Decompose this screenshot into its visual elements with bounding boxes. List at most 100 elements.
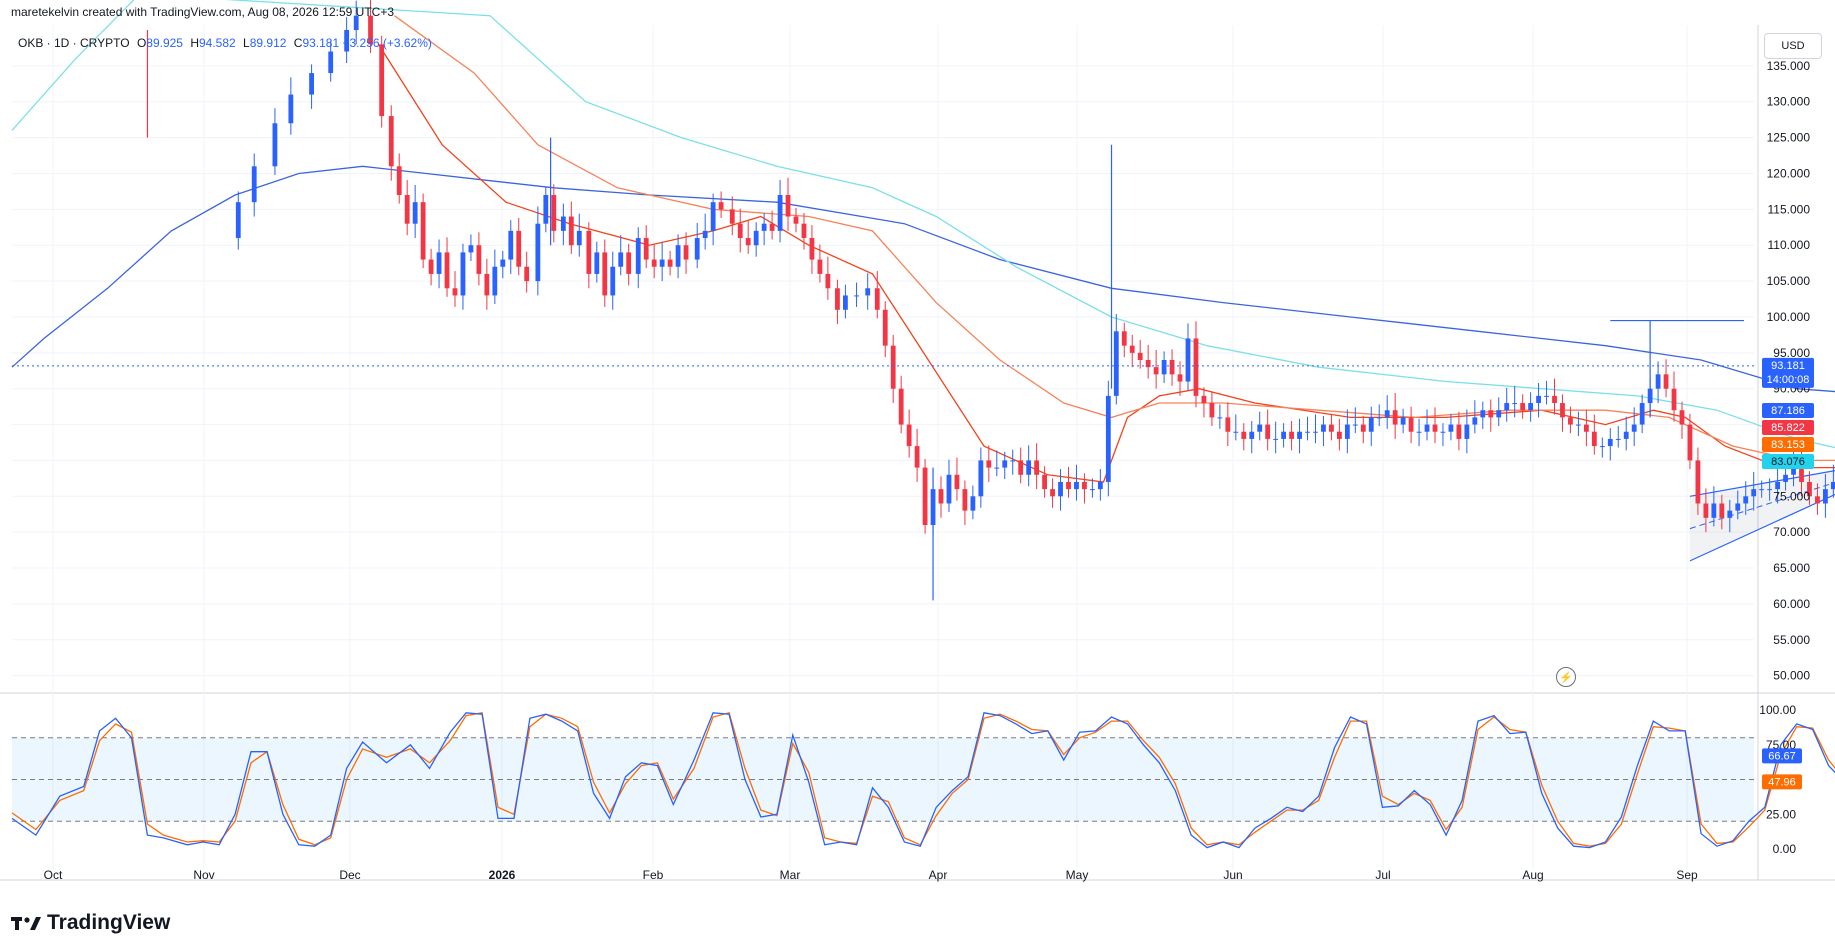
candle-body bbox=[1560, 403, 1565, 418]
candle-body bbox=[1456, 424, 1462, 439]
candle-body bbox=[344, 30, 350, 52]
candle-body bbox=[1759, 489, 1765, 491]
candle-body bbox=[1695, 460, 1701, 504]
candle-body bbox=[476, 245, 482, 274]
candle-body bbox=[1193, 338, 1199, 396]
stochastic-badge bbox=[1762, 748, 1802, 764]
candle-body bbox=[1281, 431, 1287, 439]
candle-body bbox=[1552, 395, 1557, 404]
candle-body bbox=[1050, 489, 1055, 497]
candle-body bbox=[1615, 438, 1621, 440]
candle-body bbox=[1599, 446, 1605, 448]
candle-body bbox=[1711, 503, 1717, 518]
candles bbox=[146, 0, 1835, 601]
ma-badge bbox=[1762, 403, 1814, 418]
candle-body bbox=[745, 238, 751, 246]
candle-body bbox=[1607, 438, 1613, 447]
ma-badge bbox=[1762, 437, 1814, 452]
candle-body bbox=[1536, 395, 1541, 404]
stochastic-badge bbox=[1762, 774, 1802, 790]
candle-body bbox=[1496, 410, 1502, 418]
candle-body bbox=[1217, 417, 1223, 419]
candle-body bbox=[1305, 431, 1310, 433]
candle-body bbox=[1241, 431, 1247, 439]
price-tick-label: 70.000 bbox=[1773, 525, 1810, 539]
price-tick-label: 130.000 bbox=[1767, 95, 1811, 109]
candle-body bbox=[1583, 424, 1589, 432]
candle-body bbox=[809, 238, 815, 260]
candle-body bbox=[1177, 374, 1183, 382]
open-label: O bbox=[136, 36, 147, 50]
candle-body bbox=[1655, 374, 1661, 389]
high-label: H bbox=[190, 36, 199, 50]
candle-body bbox=[1209, 403, 1215, 418]
candle-body bbox=[1329, 424, 1334, 432]
candle-body bbox=[753, 230, 759, 246]
candle-body bbox=[729, 209, 735, 224]
candle-body bbox=[1105, 395, 1111, 482]
low-value: 89.912 bbox=[249, 36, 287, 50]
price-tick-label: 125.000 bbox=[1767, 131, 1811, 145]
candle-body bbox=[1480, 410, 1486, 418]
candle-body bbox=[1153, 367, 1159, 375]
resistance-line[interactable] bbox=[12, 319, 1754, 367]
candle-body bbox=[801, 223, 807, 239]
price-tick-label: 50.000 bbox=[1773, 669, 1810, 683]
candle-body bbox=[978, 460, 984, 497]
candle-body bbox=[492, 266, 498, 296]
candle-body bbox=[1042, 474, 1047, 490]
candle-body bbox=[1687, 424, 1693, 461]
candle-body bbox=[1257, 424, 1263, 432]
candle-body bbox=[251, 166, 257, 203]
symbol-label[interactable]: OKB · 1D · CRYPTO bbox=[18, 36, 130, 50]
currency-button[interactable]: USD bbox=[1764, 33, 1822, 59]
candle-body bbox=[769, 223, 775, 231]
candle-body bbox=[954, 474, 960, 490]
candle-body bbox=[874, 288, 880, 310]
candle-body bbox=[1472, 417, 1478, 425]
candle-body bbox=[586, 230, 592, 274]
channel-fill bbox=[1689, 470, 1835, 561]
candle-body bbox=[1313, 431, 1318, 433]
candle-body bbox=[610, 266, 616, 296]
candle-body bbox=[516, 230, 522, 267]
candle-body bbox=[898, 388, 904, 425]
time-tick-label: Apr bbox=[929, 868, 948, 882]
candle-body bbox=[1121, 331, 1127, 346]
candle-body bbox=[353, 15, 359, 30]
attribution: maretekelvin created with TradingView.co… bbox=[11, 5, 394, 19]
candle-body bbox=[1823, 489, 1828, 504]
trend-channel[interactable] bbox=[1689, 338, 1835, 562]
candle-body bbox=[484, 273, 490, 296]
candle-body bbox=[1424, 424, 1430, 432]
time-tick-label: Oct bbox=[44, 868, 63, 882]
channel-median bbox=[1689, 482, 1835, 530]
candle-body bbox=[1249, 431, 1255, 439]
candle-body bbox=[1297, 431, 1302, 439]
candle-body bbox=[1336, 431, 1342, 439]
brand-name: TradingView bbox=[47, 911, 171, 934]
time-tick-label: Sep bbox=[1676, 868, 1698, 882]
candle-body bbox=[500, 259, 506, 267]
candle-body bbox=[938, 489, 944, 504]
ma-badge-label: 87.186 bbox=[1771, 405, 1805, 417]
candle-body bbox=[468, 245, 474, 253]
stochastic-tick-label: 100.00 bbox=[1759, 703, 1796, 717]
candle-body bbox=[914, 446, 920, 468]
candle-body bbox=[882, 309, 888, 346]
candle-body bbox=[710, 202, 716, 231]
candle-body bbox=[1137, 352, 1143, 360]
price-tick-label: 115.000 bbox=[1768, 202, 1811, 216]
candle-body bbox=[651, 259, 657, 267]
lightning-icon[interactable]: ⚡ bbox=[1556, 667, 1576, 687]
candle-body bbox=[1058, 481, 1063, 497]
time-axis[interactable]: Oct Nov Dec 2026 Feb Mar Apr May Jun Jul Aug Sep bbox=[44, 868, 1698, 882]
candle-body bbox=[1161, 360, 1167, 375]
candle-body bbox=[1719, 503, 1725, 518]
close-label: C bbox=[293, 36, 303, 50]
candle-body bbox=[1384, 410, 1390, 418]
candle-body bbox=[1464, 424, 1470, 439]
candle-body bbox=[1679, 410, 1685, 425]
candle-body bbox=[1623, 431, 1629, 439]
